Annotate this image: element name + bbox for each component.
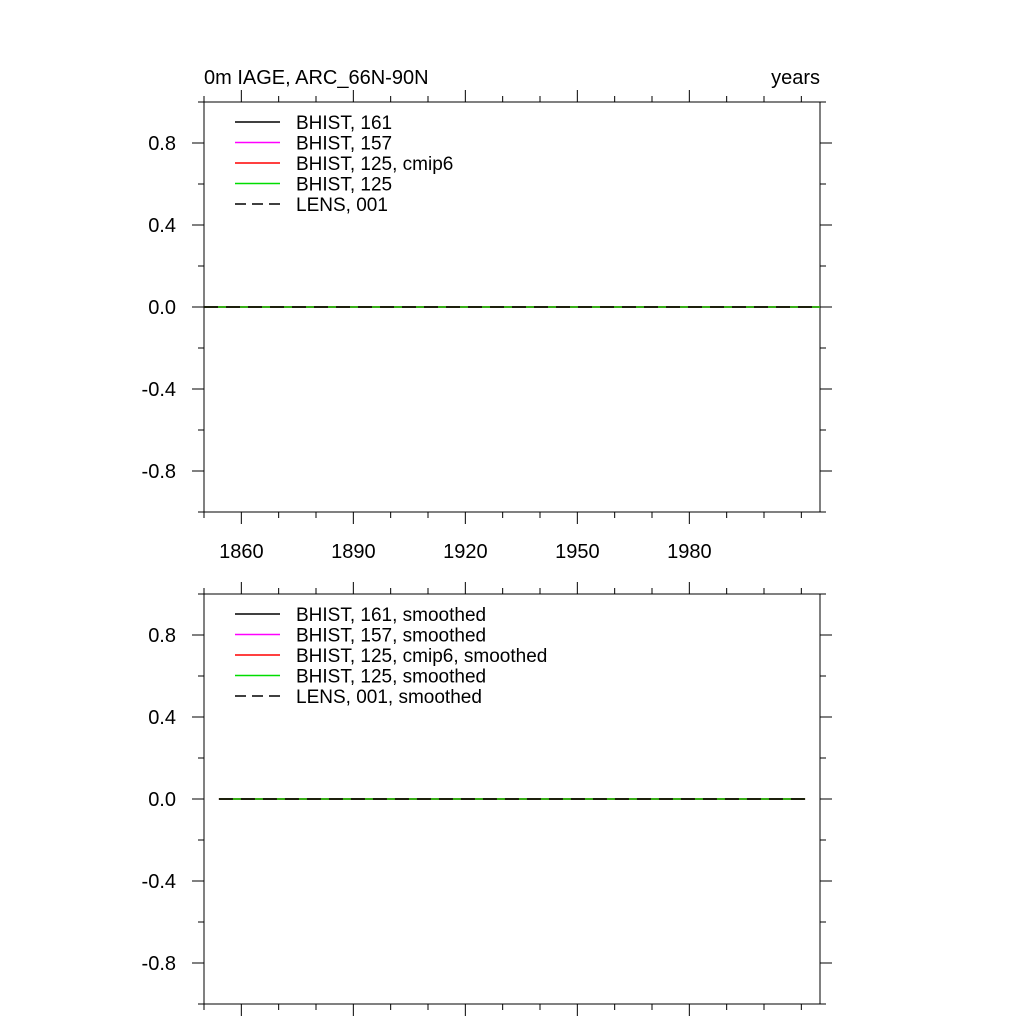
y-tick-label: -0.8 <box>142 953 176 975</box>
legend-label: BHIST, 125, smoothed <box>296 667 486 688</box>
panel-title-left: 0m IAGE, ARC_66N-90N <box>204 67 429 89</box>
panel-title-right: years <box>771 67 820 89</box>
y-tick-label: 0.4 <box>148 215 176 237</box>
legend-label: LENS, 001 <box>296 195 388 216</box>
legend-label: BHIST, 161, smoothed <box>296 605 486 626</box>
legend-label: BHIST, 161 <box>296 113 392 134</box>
y-tick-label: -0.8 <box>142 461 176 483</box>
legend-label: BHIST, 157, smoothed <box>296 626 486 647</box>
y-tick-label: -0.4 <box>142 379 176 401</box>
y-tick-label: 0.8 <box>148 625 176 647</box>
x-tick-label: 1980 <box>667 541 712 563</box>
y-tick-label: 0.0 <box>148 297 176 319</box>
y-tick-label: 0.8 <box>148 133 176 155</box>
y-tick-label: 0.4 <box>148 707 176 729</box>
x-tick-label: 1860 <box>219 541 264 563</box>
y-tick-label: -0.4 <box>142 871 176 893</box>
x-tick-label: 1890 <box>331 541 376 563</box>
legend-label: BHIST, 157 <box>296 134 392 155</box>
x-tick-label: 1920 <box>443 541 488 563</box>
legend-label: BHIST, 125, cmip6, smoothed <box>296 646 547 667</box>
top-panel: -0.8 -0.4 0.0 0.4 0.8 1860 1890 1920 1950 1980 0m … <box>142 67 832 563</box>
legend-label: BHIST, 125, cmip6 <box>296 154 453 175</box>
legend-label: LENS, 001, smoothed <box>296 687 482 708</box>
y-tick-label: 0.0 <box>148 789 176 811</box>
legend-label: BHIST, 125 <box>296 175 392 196</box>
x-tick-label: 1950 <box>555 541 600 563</box>
